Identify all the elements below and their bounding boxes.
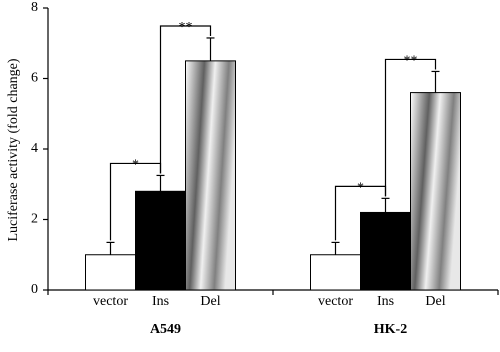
y-tick-label: 6: [31, 71, 38, 86]
significance-bracket: [159, 25, 212, 174]
bar: [310, 254, 361, 291]
bar: [135, 190, 186, 291]
bar-label: vector: [318, 294, 353, 309]
bar-label: vector: [93, 294, 128, 309]
bar: [85, 254, 136, 291]
significance-label: *: [357, 181, 364, 196]
bar: [185, 60, 236, 291]
y-axis-label: Luciferase activity (fold change): [6, 58, 21, 241]
y-tick-label: 2: [31, 212, 38, 227]
significance-bracket: [384, 58, 437, 197]
y-tick-label: 4: [31, 141, 38, 156]
bar-label: Ins: [152, 294, 169, 309]
group-label: HK-2: [374, 322, 407, 337]
bar-label: Ins: [377, 294, 394, 309]
group-label: A549: [150, 322, 181, 337]
significance-label: *: [132, 158, 139, 173]
bar: [360, 211, 411, 291]
significance-label: **: [404, 54, 418, 69]
significance-label: **: [179, 20, 193, 35]
y-tick-label: 0: [31, 282, 38, 297]
bar-label: Del: [425, 294, 445, 309]
y-tick-label: 8: [31, 0, 38, 15]
bar: [410, 92, 461, 291]
bar-label: Del: [200, 294, 220, 309]
